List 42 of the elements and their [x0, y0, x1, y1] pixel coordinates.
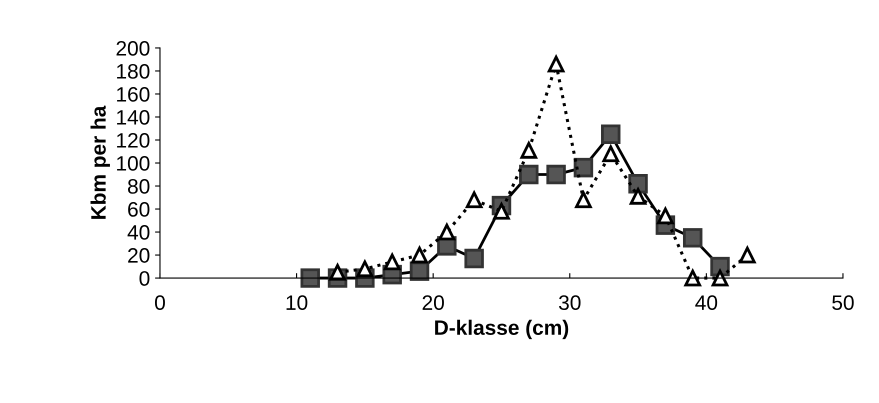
point: [574, 158, 594, 178]
y-tick-label: 180: [117, 64, 150, 79]
y-tick-label: 100: [117, 156, 150, 171]
point: [520, 142, 538, 159]
point: [602, 145, 620, 162]
point: [300, 268, 320, 288]
point: [493, 203, 510, 220]
point: [466, 191, 482, 208]
y-tick-label: 140: [117, 110, 150, 125]
point: [657, 208, 674, 224]
x-tick-label: 30: [558, 295, 581, 310]
point: [438, 224, 456, 240]
point: [682, 228, 702, 248]
x-tick-label: 0: [155, 295, 165, 310]
x-tick-label: 10: [286, 295, 308, 310]
y-tick-label: 200: [116, 40, 150, 56]
point: [601, 124, 620, 144]
y-axis-title: Kbm per ha: [90, 106, 110, 219]
point: [464, 248, 484, 268]
point: [384, 254, 401, 270]
point: [519, 164, 539, 184]
point: [356, 260, 374, 278]
point: [411, 246, 428, 264]
point: [739, 246, 756, 264]
y-tick-label: 60: [128, 202, 150, 217]
point: [546, 164, 566, 184]
x-tick-label: 20: [422, 295, 444, 310]
point: [712, 270, 728, 286]
point: [684, 270, 702, 286]
y-tick-label: 120: [117, 133, 150, 148]
x-axis-title: D-klasse (cm): [435, 320, 568, 340]
y-tick-label: 0: [139, 271, 150, 286]
y-tick-label: 40: [128, 225, 150, 240]
point: [575, 191, 592, 208]
x-tick-label: 50: [832, 295, 854, 310]
point: [630, 188, 646, 205]
x-tick-label: 40: [695, 295, 718, 310]
y-tick-label: 160: [117, 86, 150, 102]
point: [548, 56, 564, 72]
y-tick-label: 80: [128, 179, 150, 194]
y-tick-label: 20: [128, 248, 150, 263]
point: [329, 264, 346, 281]
